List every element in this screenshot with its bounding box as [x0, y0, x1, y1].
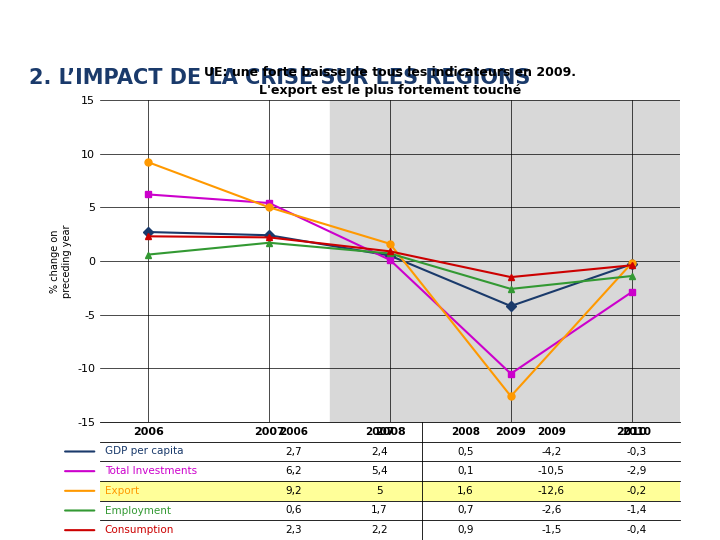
Text: 2. L’IMPACT DE LA CRISE SUR LES REGIONS: 2. L’IMPACT DE LA CRISE SUR LES REGIONS	[29, 68, 530, 87]
Text: UE: une forte baisse de tous les indicateurs en 2009.: UE: une forte baisse de tous les indicat…	[204, 66, 576, 79]
Text: Export: Export	[104, 486, 139, 496]
Text: 0,7: 0,7	[457, 505, 474, 516]
Text: -1,4: -1,4	[627, 505, 647, 516]
Text: Employment: Employment	[104, 505, 171, 516]
Text: 5: 5	[377, 486, 383, 496]
Text: 9,2: 9,2	[285, 486, 302, 496]
Text: 2008: 2008	[451, 427, 480, 437]
Y-axis label: % change on
preceding year: % change on preceding year	[50, 224, 71, 298]
Text: -10,5: -10,5	[538, 466, 564, 476]
Text: 1,6: 1,6	[457, 486, 474, 496]
Text: 5,4: 5,4	[372, 466, 388, 476]
Text: -0,3: -0,3	[627, 447, 647, 456]
Text: 6,2: 6,2	[285, 466, 302, 476]
Text: 2,7: 2,7	[285, 447, 302, 456]
Bar	[330, 100, 692, 422]
Text: -12,6: -12,6	[538, 486, 564, 496]
Text: -0,2: -0,2	[627, 486, 647, 496]
Text: 0,6: 0,6	[285, 505, 302, 516]
Text: -2,6: -2,6	[541, 505, 562, 516]
Text: 1,7: 1,7	[372, 505, 388, 516]
Text: -0,4: -0,4	[627, 525, 647, 535]
Text: GDP per capita: GDP per capita	[104, 447, 183, 456]
Text: Total Investments: Total Investments	[104, 466, 197, 476]
Text: Consumption: Consumption	[104, 525, 174, 535]
Text: 2006: 2006	[279, 427, 308, 437]
Text: 2007: 2007	[365, 427, 394, 437]
Text: 2,4: 2,4	[372, 447, 388, 456]
Text: 2,2: 2,2	[372, 525, 388, 535]
Text: -4,2: -4,2	[541, 447, 562, 456]
Text: L'export est le plus fortement touché: L'export est le plus fortement touché	[259, 84, 521, 97]
Text: 2010: 2010	[623, 427, 652, 437]
Text: -1,5: -1,5	[541, 525, 562, 535]
Bar	[100, 481, 680, 501]
Text: 0,1: 0,1	[457, 466, 474, 476]
Text: 2009: 2009	[537, 427, 566, 437]
Text: 0,5: 0,5	[457, 447, 474, 456]
Text: 2,3: 2,3	[285, 525, 302, 535]
Text: 0,9: 0,9	[457, 525, 474, 535]
Text: -2,9: -2,9	[627, 466, 647, 476]
